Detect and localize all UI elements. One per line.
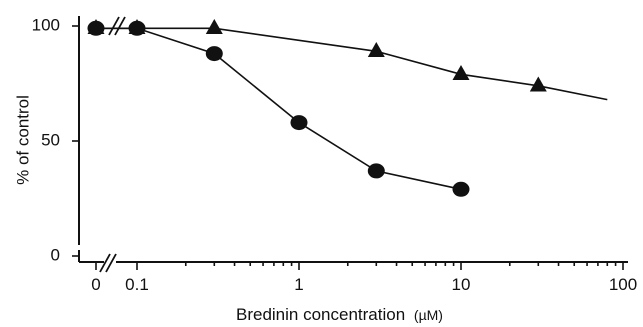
x-tick-label: 0 <box>91 275 100 294</box>
x-axis-break-mark-1 <box>99 253 111 273</box>
data-point-triangle <box>87 19 105 34</box>
data-point-circle <box>290 115 308 131</box>
y-tick-label: 0 <box>51 245 60 264</box>
data-point-triangle <box>367 42 385 57</box>
y-tick-label: 100 <box>32 15 60 34</box>
x-axis-title: Bredinin concentration (µM) <box>236 305 443 324</box>
data-point-circle <box>205 46 223 62</box>
y-axis-title: % of control <box>13 95 32 185</box>
data-point-circle <box>367 163 385 179</box>
x-tick-label: 1 <box>294 275 303 294</box>
data-point-triangle <box>128 19 146 34</box>
x-tick-label: 0.1 <box>125 275 149 294</box>
axes <box>78 16 628 273</box>
series-layer <box>87 19 608 197</box>
y-ticks: 0 50 100 <box>32 15 79 264</box>
series-circle-line <box>96 27 462 191</box>
data-point-circle <box>452 181 470 197</box>
x-axis-title-unit: (µM) <box>414 307 443 323</box>
data-point-triangle <box>205 19 223 34</box>
series-triangle-line <box>96 27 608 101</box>
x-axis-break-mark-2 <box>105 253 117 273</box>
top-break-mark-1 <box>108 16 120 36</box>
x-tick-label: 100 <box>609 275 637 294</box>
x-axis-title-text: Bredinin concentration <box>236 305 405 324</box>
top-break-mark-2 <box>114 16 126 36</box>
data-point-triangle <box>529 76 547 92</box>
x-ticks: 0 0.1 1 10 100 <box>91 262 637 294</box>
y-tick-label: 50 <box>41 130 60 149</box>
data-point-triangle <box>452 65 470 80</box>
x-tick-label: 10 <box>452 275 471 294</box>
